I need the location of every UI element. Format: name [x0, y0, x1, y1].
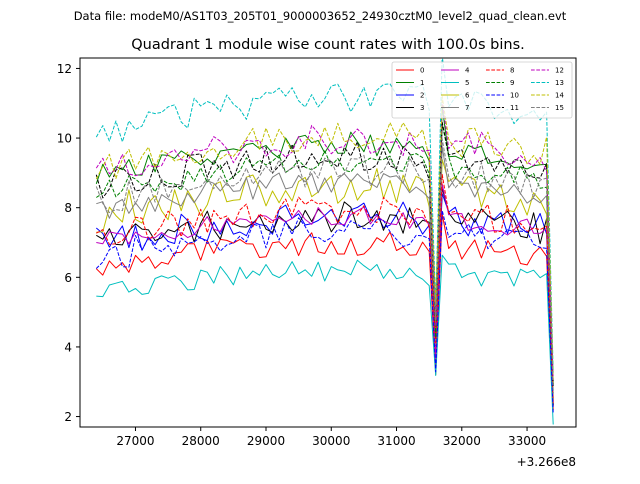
x-axis: 27000 28000 29000 30000 31000 32000 33000 [116, 427, 546, 448]
series-line-10 [95, 209, 554, 414]
legend-label-11: 11 [510, 104, 519, 112]
legend-label-1: 1 [420, 79, 424, 87]
legend-label-6: 6 [465, 92, 470, 100]
chart-title: Quadrant 1 module wise count rates with … [131, 37, 525, 53]
series-layer [95, 58, 554, 425]
series-line-9 [96, 122, 554, 393]
x-tick-label: 28000 [182, 434, 220, 448]
series-line-14 [95, 95, 554, 384]
series-line-12 [95, 100, 554, 380]
series-line-15 [95, 138, 554, 395]
legend-label-13: 13 [555, 79, 564, 87]
x-tick-label: 29000 [247, 434, 285, 448]
legend-label-3: 3 [420, 104, 424, 112]
legend-label-4: 4 [465, 67, 470, 75]
x-axis-offset-label: +3.266e8 [517, 455, 576, 469]
x-tick-label: 30000 [312, 434, 350, 448]
legend-label-5: 5 [465, 79, 469, 87]
legend-label-0: 0 [420, 67, 424, 75]
legend-label-2: 2 [420, 92, 424, 100]
x-tick-label: 31000 [377, 434, 415, 448]
legend-label-7: 7 [465, 104, 469, 112]
x-tick-label: 33000 [508, 434, 546, 448]
legend-label-15: 15 [555, 104, 564, 112]
legend-label-12: 12 [555, 67, 564, 75]
series-line-0 [95, 213, 554, 411]
series-line-11 [95, 121, 554, 386]
y-axis: 2 4 6 8 10 12 [57, 62, 80, 424]
x-tick-label: 32000 [443, 434, 481, 448]
legend-label-9: 9 [510, 79, 514, 87]
legend-label-14: 14 [555, 92, 564, 100]
series-line-4 [96, 183, 554, 402]
series-line-5 [96, 254, 554, 425]
series-line-8 [96, 174, 554, 406]
y-tick-label: 2 [64, 410, 72, 424]
y-tick-label: 8 [64, 201, 72, 215]
x-tick-label: 27000 [116, 434, 154, 448]
series-line-6 [96, 159, 554, 401]
legend-box [391, 61, 573, 119]
plot-area-frame [79, 57, 577, 428]
legend-label-10: 10 [510, 92, 519, 100]
series-line-7 [96, 146, 554, 400]
y-tick-label: 6 [64, 271, 72, 285]
chart-suptitle: Data file: modeM0/AS1T03_205T01_90000036… [74, 9, 567, 23]
y-tick-label: 12 [57, 62, 72, 76]
legend-label-8: 8 [510, 67, 514, 75]
y-tick-label: 10 [57, 132, 72, 146]
y-tick-label: 4 [64, 340, 72, 354]
